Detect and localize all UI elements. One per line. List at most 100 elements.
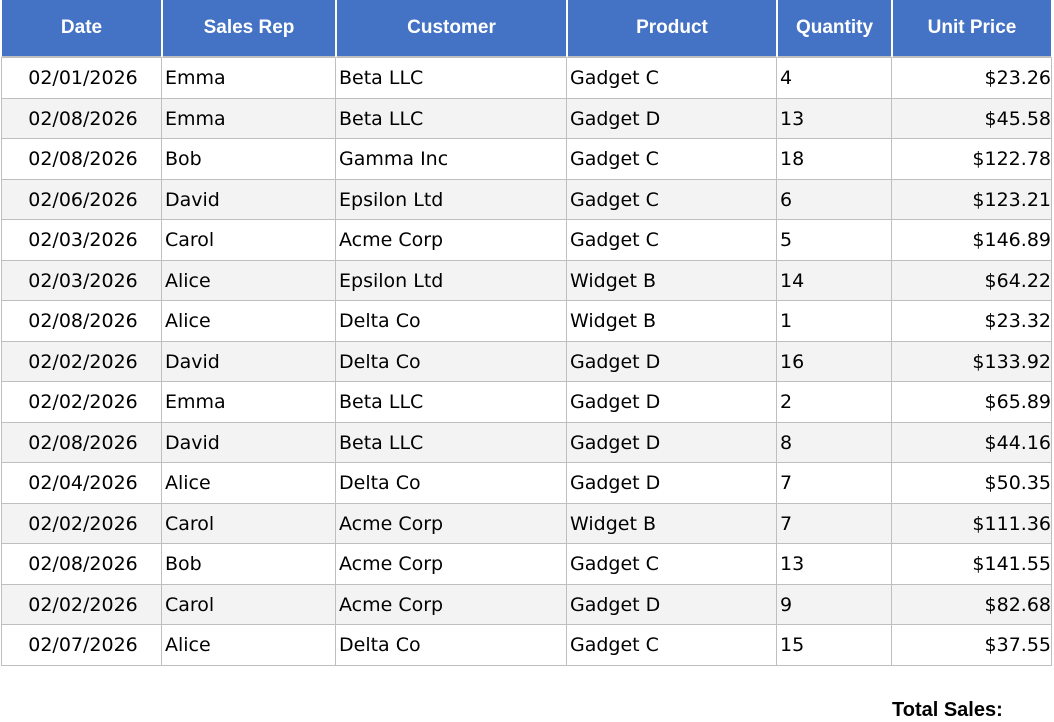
table-cell[interactable]: $37.55 (892, 625, 1052, 666)
table-cell[interactable]: Gadget D (567, 382, 777, 423)
table-cell[interactable]: $141.55 (892, 544, 1052, 585)
table-cell[interactable]: Alice (162, 463, 336, 504)
table-cell[interactable]: 02/03/2026 (1, 260, 162, 301)
table-cell[interactable]: Emma (162, 58, 336, 99)
table-cell[interactable]: Gadget D (567, 98, 777, 139)
table-cell[interactable]: 5 (777, 220, 892, 261)
table-cell[interactable]: 02/02/2026 (1, 503, 162, 544)
table-cell[interactable]: $45.58 (892, 98, 1052, 139)
table-cell[interactable]: Carol (162, 584, 336, 625)
table-cell[interactable]: 4 (777, 58, 892, 99)
table-cell[interactable]: Delta Co (336, 625, 567, 666)
table-cell[interactable]: 6 (777, 179, 892, 220)
table-cell[interactable]: Bob (162, 139, 336, 180)
table-cell[interactable]: 02/01/2026 (1, 58, 162, 99)
table-cell[interactable]: Widget B (567, 503, 777, 544)
table-cell[interactable]: Epsilon Ltd (336, 260, 567, 301)
table-cell[interactable]: Gadget C (567, 179, 777, 220)
table-cell[interactable]: David (162, 341, 336, 382)
table-cell[interactable]: Gadget C (567, 544, 777, 585)
table-cell[interactable]: Acme Corp (336, 584, 567, 625)
table-cell[interactable]: 02/08/2026 (1, 139, 162, 180)
table-cell[interactable]: 14 (777, 260, 892, 301)
table-cell[interactable]: Carol (162, 503, 336, 544)
table-cell[interactable]: Gadget D (567, 422, 777, 463)
table-cell[interactable]: Alice (162, 260, 336, 301)
sales-table: Date Sales Rep Customer Product Quantity… (1, 0, 1052, 666)
table-cell[interactable]: Gadget C (567, 58, 777, 99)
table-cell[interactable]: Bob (162, 544, 336, 585)
column-header-date[interactable]: Date (1, 0, 162, 58)
table-cell[interactable]: Beta LLC (336, 422, 567, 463)
table-cell[interactable]: $23.26 (892, 58, 1052, 99)
table-cell[interactable]: $133.92 (892, 341, 1052, 382)
table-cell[interactable]: Beta LLC (336, 98, 567, 139)
table-cell[interactable]: $123.21 (892, 179, 1052, 220)
table-row: 02/08/2026 Emma Beta LLC Gadget D 13 $45.58 (1, 98, 1052, 139)
table-cell[interactable]: Acme Corp (336, 220, 567, 261)
column-header-sales-rep[interactable]: Sales Rep (162, 0, 336, 58)
table-cell[interactable]: 18 (777, 139, 892, 180)
table-cell[interactable]: 02/02/2026 (1, 341, 162, 382)
table-cell[interactable]: $50.35 (892, 463, 1052, 504)
table-cell[interactable]: 7 (777, 503, 892, 544)
table-cell[interactable]: $65.89 (892, 382, 1052, 423)
column-header-unit-price[interactable]: Unit Price (892, 0, 1052, 58)
table-cell[interactable]: Acme Corp (336, 544, 567, 585)
table-cell[interactable]: Carol (162, 220, 336, 261)
table-cell[interactable]: Beta LLC (336, 382, 567, 423)
table-cell[interactable]: Acme Corp (336, 503, 567, 544)
table-cell[interactable]: Emma (162, 382, 336, 423)
table-cell[interactable]: 02/08/2026 (1, 544, 162, 585)
table-cell[interactable]: 8 (777, 422, 892, 463)
table-cell[interactable]: Epsilon Ltd (336, 179, 567, 220)
table-cell[interactable]: 02/03/2026 (1, 220, 162, 261)
table-cell[interactable]: $111.36 (892, 503, 1052, 544)
table-cell[interactable]: $146.89 (892, 220, 1052, 261)
table-cell[interactable]: 1 (777, 301, 892, 342)
table-cell[interactable]: Widget B (567, 260, 777, 301)
table-cell[interactable]: Widget B (567, 301, 777, 342)
table-cell[interactable]: Alice (162, 301, 336, 342)
table-cell[interactable]: $44.16 (892, 422, 1052, 463)
table-cell[interactable]: 02/08/2026 (1, 98, 162, 139)
table-cell[interactable]: Gadget D (567, 463, 777, 504)
table-cell[interactable]: Gadget C (567, 220, 777, 261)
table-cell[interactable]: $23.32 (892, 301, 1052, 342)
table-cell[interactable]: $122.78 (892, 139, 1052, 180)
table-cell[interactable]: 16 (777, 341, 892, 382)
table-cell[interactable]: Alice (162, 625, 336, 666)
table-row: 02/06/2026 David Epsilon Ltd Gadget C 6 $123.… (1, 179, 1052, 220)
table-cell[interactable]: Gadget C (567, 139, 777, 180)
table-cell[interactable]: David (162, 179, 336, 220)
table-cell[interactable]: 02/04/2026 (1, 463, 162, 504)
table-cell[interactable]: 02/08/2026 (1, 301, 162, 342)
column-header-customer[interactable]: Customer (336, 0, 567, 58)
table-cell[interactable]: Emma (162, 98, 336, 139)
table-cell[interactable]: David (162, 422, 336, 463)
table-cell[interactable]: Gadget D (567, 584, 777, 625)
column-header-product[interactable]: Product (567, 0, 777, 58)
table-cell[interactable]: 02/08/2026 (1, 422, 162, 463)
table-cell[interactable]: 02/06/2026 (1, 179, 162, 220)
table-cell[interactable]: Delta Co (336, 463, 567, 504)
table-cell[interactable]: Gadget C (567, 625, 777, 666)
table-cell[interactable]: Delta Co (336, 301, 567, 342)
table-row: 02/02/2026 Emma Beta LLC Gadget D 2 $65.89 (1, 382, 1052, 423)
column-header-quantity[interactable]: Quantity (777, 0, 892, 58)
table-cell[interactable]: 13 (777, 98, 892, 139)
table-cell[interactable]: 02/02/2026 (1, 584, 162, 625)
table-cell[interactable]: 13 (777, 544, 892, 585)
table-cell[interactable]: 15 (777, 625, 892, 666)
table-cell[interactable]: 02/02/2026 (1, 382, 162, 423)
table-cell[interactable]: Beta LLC (336, 58, 567, 99)
table-cell[interactable]: Gamma Inc (336, 139, 567, 180)
table-cell[interactable]: Gadget D (567, 341, 777, 382)
table-cell[interactable]: 7 (777, 463, 892, 504)
table-cell[interactable]: 2 (777, 382, 892, 423)
table-cell[interactable]: $64.22 (892, 260, 1052, 301)
table-cell[interactable]: 02/07/2026 (1, 625, 162, 666)
table-cell[interactable]: $82.68 (892, 584, 1052, 625)
table-cell[interactable]: Delta Co (336, 341, 567, 382)
table-cell[interactable]: 9 (777, 584, 892, 625)
